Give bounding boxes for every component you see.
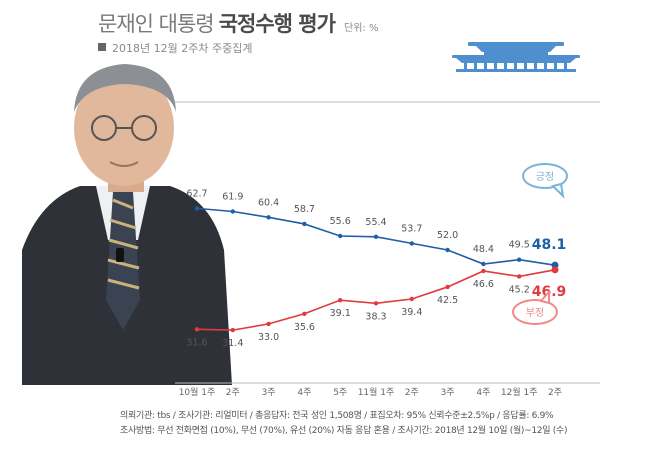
title-bold: 국정수행 평가 [218, 12, 336, 36]
unit-label: 단위: % [344, 23, 379, 34]
x-tick-label: 2주 [548, 387, 562, 398]
x-tick-label: 10월 1주 [179, 386, 216, 398]
data-point [230, 209, 235, 214]
x-axis: 10월 1주 2주 3주 4주 5주 11월 1주 2주 3주 4주 12월 1주 2주 [175, 101, 600, 398]
bubble-tail [539, 289, 550, 305]
data-label: 46.6 [473, 279, 494, 290]
data-label: 48.4 [473, 244, 494, 255]
data-point [409, 296, 414, 302]
data-label: 35.6 [294, 322, 315, 333]
data-point [338, 297, 343, 303]
legend-bubble: 긍정 [522, 163, 568, 199]
data-label: 62.7 [186, 188, 207, 199]
x-tick-label: 2주 [226, 387, 240, 398]
data-point [517, 257, 522, 262]
data-point [481, 261, 486, 267]
bubble-tail [551, 182, 565, 199]
speech-bubble-icon [512, 299, 558, 325]
data-point [194, 327, 200, 332]
data-point [338, 233, 343, 239]
data-label: 55.4 [365, 217, 386, 228]
data-point [373, 234, 379, 239]
footer-survey-method: 조사방법: 무선 전화면접 (10%), 무선 (70%), 유선 (20%) … [120, 426, 568, 436]
data-label: 31.6 [186, 337, 207, 348]
data-label: 61.9 [222, 192, 243, 203]
series-negative: 31.6 31.4 33.0 35.6 39.1 38.3 39.4 42.5 46.6 45.2… [186, 266, 566, 349]
latest-value-label: 48.1 [532, 237, 567, 253]
data-label: 38.3 [365, 311, 386, 322]
data-label: 58.7 [294, 204, 315, 215]
speech-bubble-icon [522, 163, 568, 189]
data-point [302, 221, 307, 227]
series-positive: 62.7 61.9 60.4 58.7 55.6 55.4 53.7 52.0 48.4 49.5… [186, 188, 567, 269]
x-tick-label: 5주 [333, 387, 347, 398]
title-light: 문재인 대통령 [98, 12, 215, 36]
data-label: 53.7 [401, 223, 422, 234]
data-point [445, 284, 450, 290]
x-tick-label: 4주 [476, 387, 490, 398]
data-label: 33.0 [258, 332, 279, 343]
data-point [266, 215, 271, 220]
data-label: 45.2 [509, 284, 530, 295]
data-point [266, 321, 271, 327]
legend-label: 부정 [526, 307, 544, 319]
subtitle-text: 2018년 12월 2주차 주중집계 [112, 42, 253, 55]
data-point [445, 247, 450, 253]
data-point [302, 311, 307, 316]
data-label: 60.4 [258, 197, 279, 208]
x-tick-label: 2주 [405, 387, 419, 398]
data-point [551, 266, 559, 274]
data-label: 55.6 [330, 216, 351, 227]
data-point [481, 268, 486, 274]
x-tick-label: 12월 1주 [501, 386, 538, 398]
legend-label: 긍정 [536, 171, 554, 183]
data-point [409, 241, 414, 246]
x-tick-label: 3주 [441, 387, 455, 398]
chart-title: 문재인 대통령 국정수행 평가 단위: % [98, 8, 378, 38]
chart-subtitle: 2018년 12월 2주차 주중집계 [98, 40, 252, 56]
x-tick-label: 3주 [262, 387, 276, 398]
data-label: 31.4 [222, 338, 243, 349]
data-label: 42.5 [437, 295, 458, 306]
data-label: 39.1 [330, 308, 351, 319]
data-label: 39.4 [401, 307, 422, 318]
blue-house-icon [452, 42, 580, 72]
portrait-illustration [22, 64, 232, 385]
footer-survey-info: 의뢰기관: tbs / 조사기관: 리얼미터 / 총응답자: 전국 성인 1,5… [120, 411, 554, 421]
data-point [194, 206, 200, 211]
legend-bubble: 부정 [512, 289, 558, 325]
data-label: 49.5 [509, 240, 530, 251]
data-label: 52.0 [437, 230, 458, 241]
square-bullet-icon [98, 43, 106, 51]
data-point [230, 327, 235, 333]
x-tick-label: 11월 1주 [358, 386, 395, 398]
series-layer: 62.7 61.9 60.4 58.7 55.6 55.4 53.7 52.0 48.4 49.5… [186, 188, 566, 349]
data-point [517, 274, 522, 279]
x-tick-label: 4주 [297, 387, 311, 398]
data-point [373, 301, 379, 306]
